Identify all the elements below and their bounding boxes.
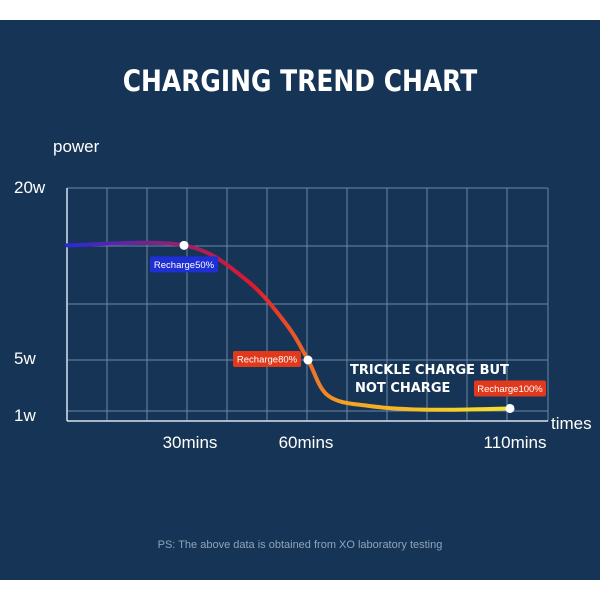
data-point — [505, 403, 515, 413]
series — [65, 240, 515, 413]
x-tick-label: 30mins — [163, 433, 218, 452]
y-tick-label: 1w — [14, 406, 36, 425]
marker-tag — [233, 351, 301, 367]
y-tick-labels: 20w 5w 1w — [14, 178, 46, 425]
chart-title: CHARGING TREND CHART — [122, 64, 478, 98]
marker-tag — [474, 380, 546, 397]
axes — [66, 188, 548, 422]
annotation-line-2: NOT CHARGE — [355, 381, 450, 396]
marker-tag-label: Recharge100% — [477, 384, 543, 395]
y-tick-label: 5w — [14, 349, 36, 368]
x-tick-labels: 30mins 60mins 110mins — [163, 433, 547, 452]
x-tick-label: 110mins — [484, 433, 547, 452]
annotation-line-1: TRICKLE CHARGE BUT — [350, 363, 509, 378]
data-point — [179, 240, 189, 250]
footnote: PS: The above data is obtained from XO l… — [157, 539, 443, 551]
marker-tag-label: Recharge50% — [154, 260, 215, 271]
y-axis-label: power — [53, 137, 100, 156]
x-axis-label: times — [551, 414, 592, 433]
chart-panel — [0, 20, 600, 580]
marker-tags: Recharge50% Recharge80% Recharge100% — [150, 256, 546, 397]
y-tick-label: 20w — [14, 178, 46, 197]
marker-tag-label: Recharge80% — [237, 355, 298, 366]
x-tick-label: 60mins — [279, 433, 334, 452]
marker-tag — [150, 256, 218, 273]
data-point — [303, 355, 313, 365]
